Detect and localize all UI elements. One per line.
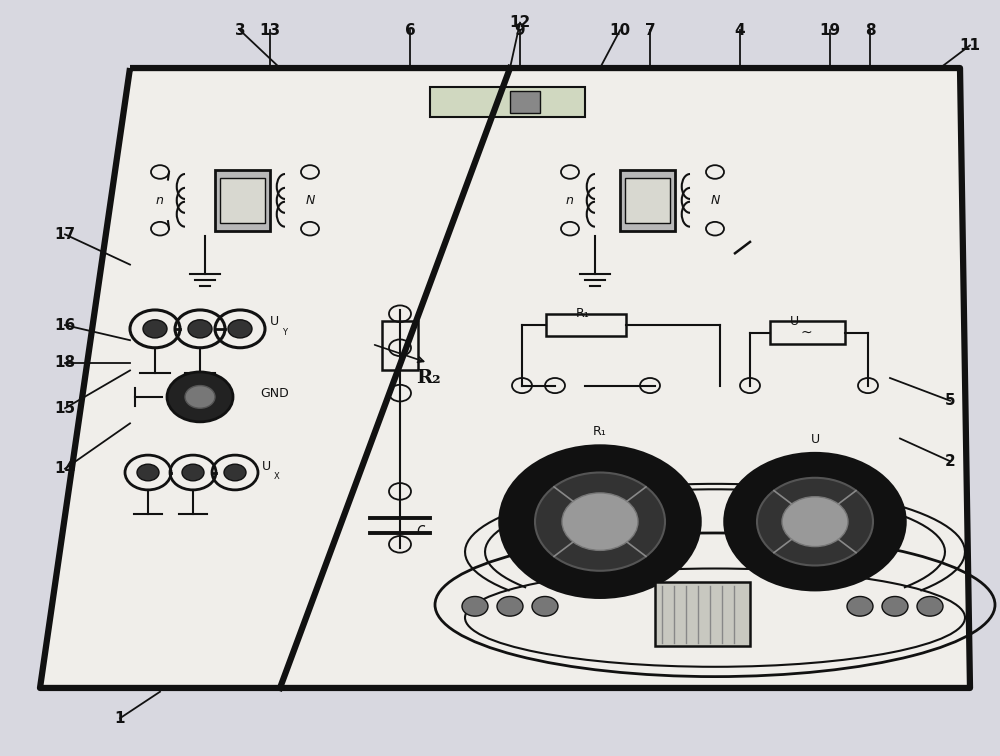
Circle shape xyxy=(462,596,488,616)
Text: 18: 18 xyxy=(54,355,76,370)
Text: 1: 1 xyxy=(115,711,125,726)
Circle shape xyxy=(228,320,252,338)
Text: X: X xyxy=(274,472,280,481)
Circle shape xyxy=(185,386,215,408)
Circle shape xyxy=(535,472,665,571)
Bar xyxy=(655,582,750,646)
Text: Y: Y xyxy=(282,328,287,337)
Text: GND: GND xyxy=(260,386,289,400)
Bar xyxy=(220,178,265,223)
Text: U: U xyxy=(262,460,271,473)
Text: 7: 7 xyxy=(645,23,655,38)
Bar xyxy=(430,87,585,117)
Text: 11: 11 xyxy=(960,38,980,53)
Bar xyxy=(546,314,626,336)
Text: 12: 12 xyxy=(509,15,531,30)
Text: R₁: R₁ xyxy=(576,307,590,321)
Circle shape xyxy=(500,446,700,597)
Polygon shape xyxy=(40,68,970,688)
Circle shape xyxy=(143,320,167,338)
Text: U: U xyxy=(790,314,799,328)
Text: ~: ~ xyxy=(800,326,812,339)
Text: 17: 17 xyxy=(54,227,76,242)
Circle shape xyxy=(782,497,848,547)
Text: 5: 5 xyxy=(945,393,955,408)
Circle shape xyxy=(562,493,638,550)
Bar xyxy=(382,321,418,370)
Circle shape xyxy=(497,596,523,616)
Circle shape xyxy=(847,596,873,616)
Bar xyxy=(620,170,675,231)
Text: 3: 3 xyxy=(235,23,245,38)
Circle shape xyxy=(137,464,159,481)
Text: 13: 13 xyxy=(259,23,281,38)
Circle shape xyxy=(532,596,558,616)
Text: 4: 4 xyxy=(735,23,745,38)
Circle shape xyxy=(725,454,905,590)
Text: n: n xyxy=(156,194,164,207)
Text: c: c xyxy=(416,522,424,537)
Bar xyxy=(770,321,845,344)
Text: 14: 14 xyxy=(54,461,76,476)
Text: 8: 8 xyxy=(865,23,875,38)
Circle shape xyxy=(882,596,908,616)
Bar xyxy=(215,170,270,231)
Circle shape xyxy=(224,464,246,481)
Text: 9: 9 xyxy=(515,23,525,38)
Text: N: N xyxy=(710,194,720,207)
Circle shape xyxy=(167,372,233,422)
Bar xyxy=(510,91,540,113)
Circle shape xyxy=(182,464,204,481)
Text: 16: 16 xyxy=(54,318,76,333)
Text: R₂: R₂ xyxy=(416,369,441,387)
Circle shape xyxy=(757,478,873,565)
Text: 10: 10 xyxy=(609,23,631,38)
Text: U: U xyxy=(270,314,279,328)
Text: N: N xyxy=(305,194,315,207)
Bar xyxy=(625,178,670,223)
Circle shape xyxy=(917,596,943,616)
Text: 19: 19 xyxy=(819,23,841,38)
Text: R₁: R₁ xyxy=(593,426,607,438)
Text: 6: 6 xyxy=(405,23,415,38)
Text: 15: 15 xyxy=(54,401,76,416)
Text: n: n xyxy=(566,194,574,207)
Text: U: U xyxy=(810,433,820,446)
Text: 2: 2 xyxy=(945,454,955,469)
Circle shape xyxy=(188,320,212,338)
